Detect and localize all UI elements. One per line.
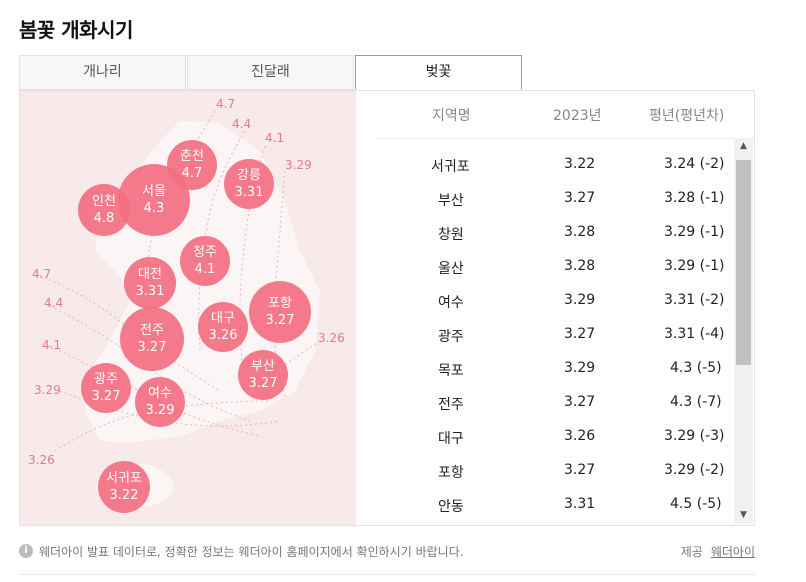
table-row: 대구 3.26 3.29 (-3) — [438, 428, 725, 447]
divider — [19, 574, 755, 575]
table-row: 포항 3.27 3.29 (-2) — [438, 462, 725, 481]
city-marker-daejeon[interactable]: 대전 3.31 — [124, 257, 176, 309]
table-row: 안동 3.31 4.5 (-5) — [438, 496, 722, 515]
source-label: 제공 — [680, 545, 703, 559]
table-row: 서귀포 3.22 3.24 (-2) — [431, 156, 725, 175]
header-normal: 평년(평년차) — [649, 108, 725, 124]
contour-label: 4.4 — [44, 296, 64, 310]
bloom-table: 지역명 2023년 평년(평년차) 서귀포 3.22 3.24 (-2) 부산 3.2… — [376, 91, 754, 525]
table-row: 전주 3.27 4.3 (-7) — [438, 394, 722, 413]
city-marker-pohang[interactable]: 포항 3.27 — [249, 281, 311, 343]
contour-label: 3.26 — [28, 453, 55, 467]
contour-label: 4.7 — [32, 267, 52, 281]
table-row: 광주 3.27 3.31 (-4) — [438, 326, 725, 345]
table-row: 울산 3.28 3.29 (-1) — [438, 258, 725, 277]
city-marker-gangneung[interactable]: 강릉 3.31 — [224, 159, 274, 209]
city-marker-incheon[interactable]: 인천 4.8 — [78, 184, 130, 236]
bloom-panel: 4.7 4.4 4.1 3.29 4.7 4.4 4.1 3.29 3.26 3… — [19, 90, 755, 526]
scroll-up-icon[interactable]: ▲ — [740, 141, 747, 151]
table-row: 부산 3.27 3.28 (-1) — [438, 190, 725, 209]
city-marker-daegu[interactable]: 대구 3.26 — [198, 302, 248, 352]
bloom-map: 4.7 4.4 4.1 3.29 4.7 4.4 4.1 3.29 3.26 3… — [20, 91, 356, 525]
page-title: 봄꽃 개화시기 — [19, 18, 133, 42]
city-marker-gwangju[interactable]: 광주 3.27 — [81, 363, 131, 413]
scroll-down-icon[interactable]: ▼ — [740, 510, 747, 520]
contour-label: 4.4 — [232, 117, 252, 131]
footer-note: 웨더아이 발표 데이터로, 정확한 정보는 웨더아이 홈페이지에서 확인하시기 … — [39, 545, 464, 559]
tab-forsythia[interactable]: 개나리 — [19, 55, 186, 90]
city-marker-cheongju[interactable]: 청주 4.1 — [180, 236, 230, 286]
source-credit: 제공 웨더아이 — [681, 543, 755, 560]
table-row: 목포 3.29 4.3 (-5) — [438, 360, 722, 379]
tab-azalea[interactable]: 진달래 — [187, 55, 354, 90]
contour-label: 4.7 — [216, 97, 236, 111]
contour-label: 4.1 — [265, 131, 285, 145]
info-icon: i — [19, 544, 33, 558]
source-link[interactable]: 웨더아이 — [710, 545, 755, 559]
contour-label: 3.26 — [318, 331, 345, 345]
footer: i 웨더아이 발표 데이터로, 정확한 정보는 웨더아이 홈페이지에서 확인하시… — [19, 542, 755, 564]
tab-cherry-blossom[interactable]: 벚꽃 — [355, 55, 522, 90]
flower-tabs: 개나리 진달래 벚꽃 — [19, 55, 524, 91]
contour-label: 4.1 — [42, 338, 62, 352]
contour-label: 3.29 — [285, 158, 312, 172]
table-row: 여수 3.29 3.31 (-2) — [438, 292, 725, 311]
contour-label: 3.29 — [34, 383, 61, 397]
city-marker-jeonju[interactable]: 전주 3.27 — [120, 307, 184, 371]
header-region: 지역명 — [432, 108, 471, 124]
header-year: 2023년 — [553, 108, 602, 124]
city-marker-yeosu[interactable]: 여수 3.29 — [135, 377, 185, 427]
city-marker-busan[interactable]: 부산 3.27 — [238, 350, 288, 400]
city-marker-seoul[interactable]: 서울 4.3 — [118, 164, 190, 236]
table-row: 창원 3.28 3.29 (-1) — [438, 224, 725, 243]
city-marker-seogwipo[interactable]: 서귀포 3.22 — [98, 461, 150, 513]
table-header: 지역명 2023년 평년(평년차) — [376, 91, 754, 139]
scroll-thumb[interactable] — [736, 160, 751, 365]
table-scrollbar[interactable]: ▲ ▼ — [734, 138, 753, 524]
